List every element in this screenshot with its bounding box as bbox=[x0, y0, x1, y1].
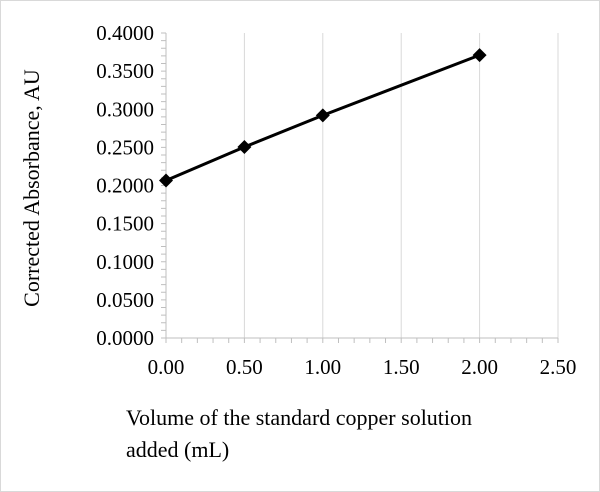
y-tick-labels: 0.0000 0.0500 0.1000 0.1500 0.2000 0.2500 0.30… bbox=[96, 21, 154, 350]
series-layer bbox=[159, 48, 487, 188]
x-axis-title-line-2: added (mL) bbox=[126, 437, 229, 462]
x-tick-label: 1.00 bbox=[304, 355, 341, 379]
axes-layer bbox=[165, 33, 558, 339]
y-tick-label: 0.1500 bbox=[96, 212, 154, 236]
y-tick-label: 0.3000 bbox=[96, 97, 154, 121]
grid-layer bbox=[243, 33, 559, 338]
data-point-marker bbox=[472, 48, 487, 63]
minor-tick-layer bbox=[161, 32, 559, 343]
y-tick-label: 0.4000 bbox=[96, 21, 154, 45]
x-tick-label: 2.50 bbox=[540, 355, 577, 379]
y-tick-label: 0.2500 bbox=[96, 135, 154, 159]
x-axis-title-line-1: Volume of the standard copper solution bbox=[126, 405, 472, 430]
x-tick-labels: 0.00 0.50 1.00 1.50 2.00 2.50 bbox=[148, 355, 577, 379]
y-tick-label: 0.0000 bbox=[96, 326, 154, 350]
y-tick-label: 0.2000 bbox=[96, 174, 154, 198]
x-tick-label: 1.50 bbox=[383, 355, 420, 379]
y-tick-label: 0.0500 bbox=[96, 288, 154, 312]
y-tick-label: 0.1000 bbox=[96, 250, 154, 274]
y-axis-title: Corrected Absorbance, AU bbox=[19, 69, 44, 307]
data-point-marker bbox=[315, 108, 330, 123]
series-line bbox=[165, 53, 481, 182]
x-tick-label: 2.00 bbox=[461, 355, 498, 379]
x-tick-label: 0.50 bbox=[226, 355, 263, 379]
y-tick-label: 0.3500 bbox=[96, 59, 154, 83]
x-tick-label: 0.00 bbox=[148, 355, 185, 379]
data-point-marker bbox=[159, 173, 173, 188]
data-point-marker bbox=[237, 139, 252, 154]
